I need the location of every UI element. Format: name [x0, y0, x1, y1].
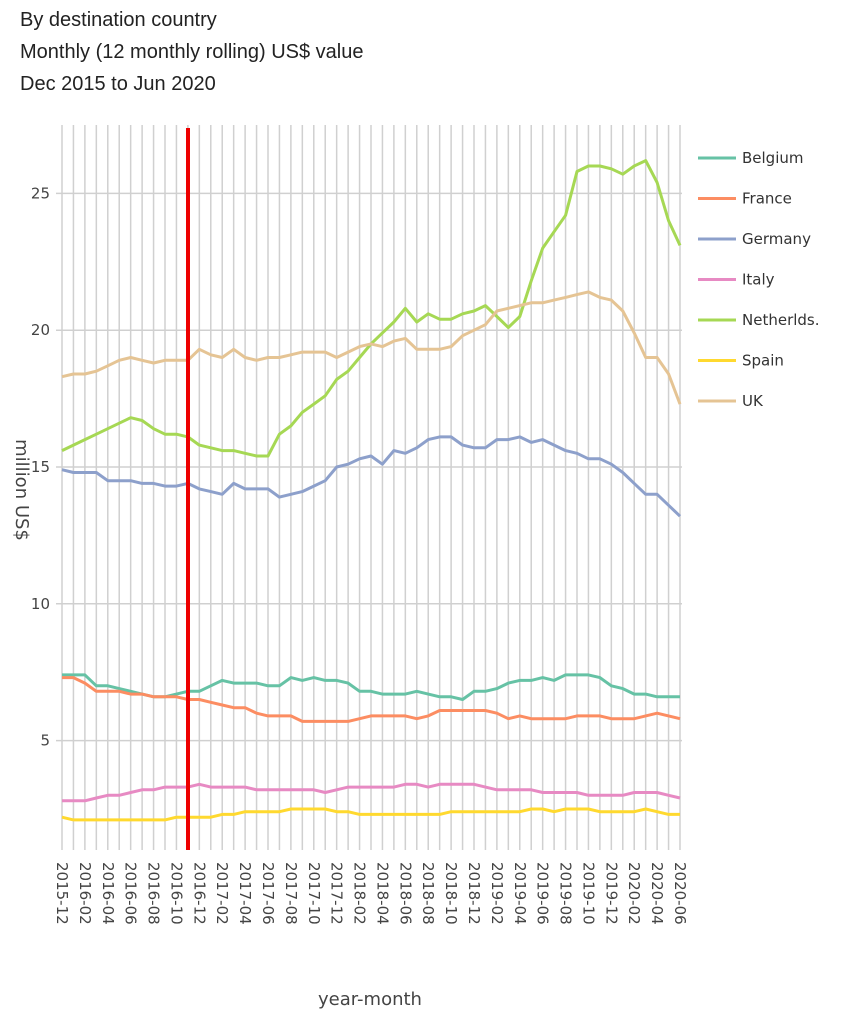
legend-label: Germany	[742, 230, 811, 248]
x-tick-label: 2019-02	[488, 862, 506, 925]
y-axis-label: million US$	[11, 439, 32, 541]
x-tick-label: 2017-08	[282, 862, 300, 925]
x-tick-label: 2018-06	[396, 862, 414, 925]
x-tick-label: 2016-02	[76, 862, 94, 925]
x-tick-label: 2019-12	[602, 862, 620, 925]
legend-label: UK	[742, 392, 764, 410]
x-tick-label: 2017-12	[328, 862, 346, 925]
x-tick-label: 2015-12	[53, 862, 71, 925]
legend-label: Spain	[742, 352, 784, 370]
legend-label: Belgium	[742, 149, 804, 167]
chart-title: By destination country	[20, 9, 217, 31]
x-axis-label: year-month	[318, 989, 422, 1010]
y-tick-label: 15	[31, 458, 50, 476]
series-line	[61, 435, 682, 518]
x-tick-label: 2020-06	[671, 862, 689, 925]
series-line	[61, 807, 680, 822]
legend-label: Italy	[742, 271, 775, 289]
x-tick-label: 2019-10	[579, 862, 597, 925]
x-tick-label: 2016-04	[99, 862, 117, 925]
x-tick-label: 2018-04	[373, 862, 391, 925]
x-tick-label: 2018-12	[465, 862, 483, 925]
y-tick-label: 25	[31, 184, 50, 202]
y-tick-label: 20	[31, 321, 50, 339]
chart-subtitle: Monthly (12 monthly rolling) US$ value	[20, 41, 364, 63]
x-tick-label: 2020-02	[625, 862, 643, 925]
x-tick-label: 2017-10	[305, 862, 323, 925]
series-line	[61, 290, 682, 405]
x-tick-label: 2017-04	[236, 862, 254, 925]
series-line	[62, 782, 681, 803]
x-tick-label: 2019-08	[557, 862, 575, 925]
x-tick-label: 2020-04	[648, 862, 666, 925]
x-tick-label: 2017-06	[259, 862, 277, 925]
series-line	[62, 676, 681, 723]
x-tick-label: 2017-02	[213, 862, 231, 925]
x-tick-label: 2016-06	[122, 862, 140, 925]
legend-label: France	[742, 190, 792, 208]
x-tick-label: 2018-02	[351, 862, 369, 925]
chart-subtitle: Dec 2015 to Jun 2020	[20, 73, 216, 95]
x-tick-label: 2018-10	[442, 862, 460, 925]
x-tick-label: 2019-06	[534, 862, 552, 925]
y-tick-label: 5	[40, 732, 50, 750]
x-tick-label: 2016-08	[145, 862, 163, 925]
x-tick-label: 2019-04	[511, 862, 529, 925]
x-tick-label: 2016-12	[190, 862, 208, 925]
x-tick-label: 2018-08	[419, 862, 437, 925]
x-tick-label: 2016-10	[167, 862, 185, 925]
y-tick-label: 10	[31, 595, 50, 613]
legend-label: Netherlds.	[742, 311, 820, 329]
